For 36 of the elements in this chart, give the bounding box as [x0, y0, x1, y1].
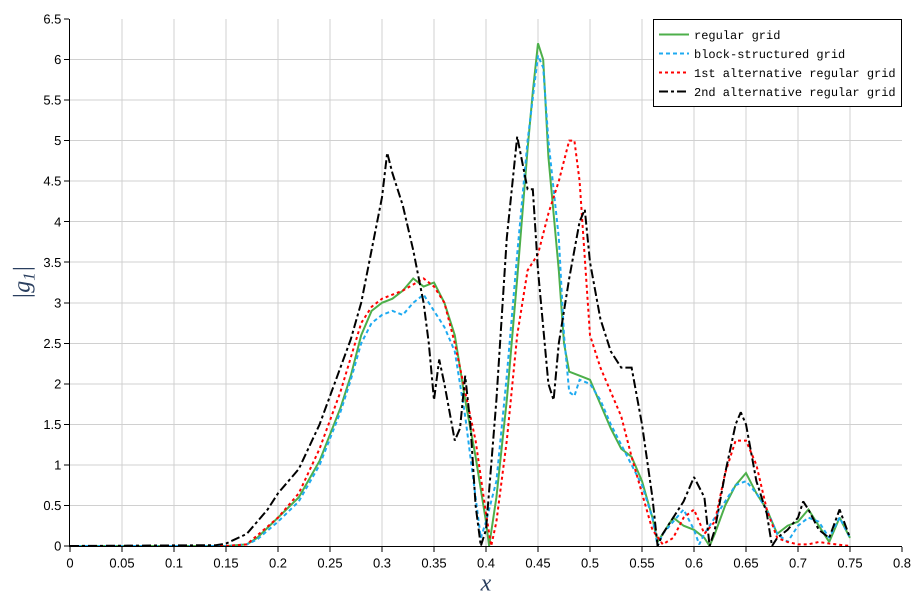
y-tick-label: 6.5: [43, 12, 62, 27]
legend-label: block-structured grid: [694, 48, 846, 62]
y-tick-label: 3.5: [43, 254, 62, 270]
x-tick-label: 0.7: [788, 556, 808, 571]
x-tick-label: 0.6: [684, 556, 704, 571]
x-tick-label: 0.35: [421, 556, 447, 571]
y-tick-label: 0: [54, 538, 62, 554]
y-tick-label: 2: [54, 376, 62, 392]
x-tick-label: 0.2: [268, 556, 288, 571]
x-tick-label: 0.8: [892, 556, 912, 571]
x-tick-label: 0.25: [317, 556, 343, 571]
x-tick-label: 0.3: [372, 556, 392, 571]
legend-label: 1st alternative regular grid: [694, 67, 896, 82]
y-tick-label: 5.5: [43, 92, 62, 108]
x-tick-label: 0.05: [109, 556, 135, 571]
x-tick-label: 0.1: [164, 556, 184, 571]
x-tick-label: 0.45: [525, 556, 551, 571]
x-tick-label: 0.4: [476, 556, 496, 571]
x-tick-label: 0.15: [213, 556, 239, 571]
y-tick-label: 3: [54, 295, 62, 310]
y-tick-label: 1: [54, 457, 62, 472]
legend-label: 2nd alternative regular grid: [694, 86, 896, 100]
y-tick-label: 1.5: [43, 416, 62, 432]
y-tick-label: 6: [54, 52, 62, 68]
y-tick-label: 4.5: [43, 174, 62, 189]
x-tick-label: 0.65: [733, 556, 759, 571]
x-axis-title: x: [480, 570, 492, 597]
x-tick-label: 0.55: [629, 556, 655, 571]
legend-label: regular grid: [694, 29, 780, 44]
y-tick-label: 5: [54, 133, 62, 148]
x-tick-label: 0.75: [837, 556, 863, 571]
y-tick-label: 2.5: [43, 336, 62, 351]
x-tick-label: 0.5: [580, 556, 600, 571]
y-tick-label: 0.5: [43, 498, 62, 514]
y-tick-label: 4: [54, 214, 62, 230]
x-tick-label: 0: [66, 556, 74, 571]
